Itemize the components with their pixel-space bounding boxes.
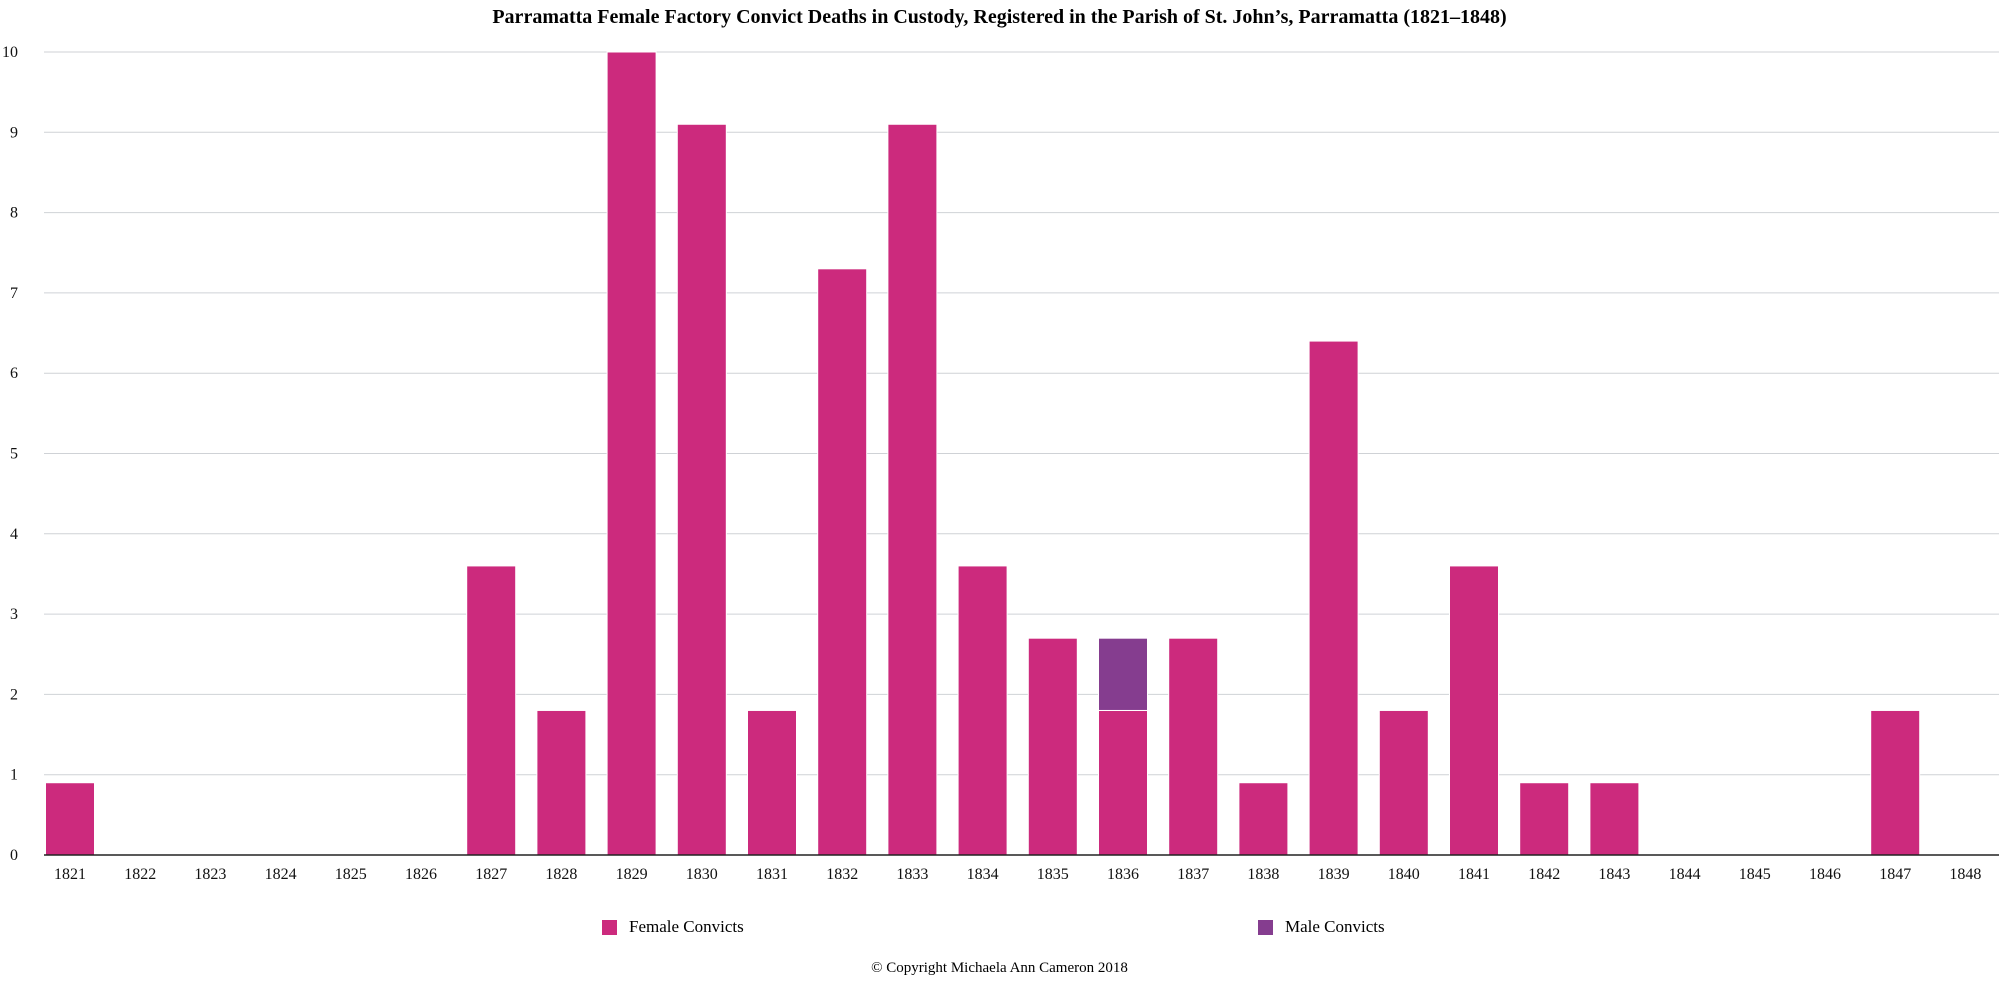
- x-tick-label: 1831: [756, 866, 788, 883]
- y-tick-label: 9: [10, 124, 18, 141]
- gridlines: [44, 51, 1999, 776]
- x-tick-label: 1838: [1247, 866, 1279, 883]
- bar-female-1834: [957, 565, 1008, 856]
- x-tick-label: 1839: [1318, 866, 1350, 883]
- y-tick-label: 6: [10, 365, 18, 382]
- bar-female-1840: [1378, 709, 1429, 856]
- x-tick-label: 1841: [1458, 866, 1490, 883]
- y-tick-label: 4: [10, 526, 18, 543]
- x-tick-label: 1827: [475, 866, 507, 883]
- legend-male-label: Male Convicts: [1285, 917, 1385, 936]
- y-tick-label: 7: [10, 285, 18, 302]
- x-tick-label: 1846: [1809, 866, 1841, 883]
- bar-male-1836: [1098, 637, 1148, 711]
- legend-female: Female Convicts: [602, 917, 744, 937]
- y-tick-label: 1: [10, 767, 18, 784]
- x-tick-label: 1840: [1388, 866, 1420, 883]
- bar-female-1832: [817, 268, 868, 856]
- female-swatch: [602, 919, 617, 935]
- y-tick-label: 5: [10, 446, 18, 463]
- bar-female-1837: [1168, 637, 1219, 856]
- bar-female-1836: [1098, 709, 1148, 856]
- bar-female-1847: [1870, 709, 1921, 856]
- x-tick-label: 1832: [826, 866, 858, 883]
- y-axis-ticks: 0 1 2 3 4 5 6 7 8 9 10: [2, 44, 18, 864]
- x-tick-label: 1837: [1177, 866, 1209, 883]
- x-tick-label: 1835: [1037, 866, 1069, 883]
- x-tick-label: 1845: [1739, 866, 1771, 883]
- x-tick-label: 1826: [405, 866, 437, 883]
- bar-female-1835: [1027, 637, 1078, 856]
- y-tick-label: 0: [10, 847, 18, 864]
- bar-female-1821: [45, 782, 95, 856]
- x-tick-label: 1829: [616, 866, 648, 883]
- x-tick-label: 1847: [1879, 866, 1911, 883]
- x-tick-label: 1824: [265, 866, 297, 883]
- bar-female-1831: [747, 709, 797, 856]
- x-tick-label: 1833: [896, 866, 928, 883]
- bar-female-1833: [887, 123, 938, 856]
- copyright: © Copyright Michaela Ann Cameron 2018: [871, 960, 1128, 976]
- x-axis-ticks: 1821 1822 1823 1824 1825 1826 1827 1828 1829 1830…: [54, 866, 1981, 883]
- bar-female-1828: [536, 709, 587, 856]
- x-tick-label: 1830: [686, 866, 718, 883]
- bars: [45, 51, 1921, 856]
- bar-female-1827: [466, 565, 517, 856]
- y-tick-label: 2: [10, 686, 18, 703]
- bar-female-1829: [606, 51, 657, 856]
- bar-female-1842: [1519, 782, 1570, 856]
- x-tick-label: 1842: [1528, 866, 1560, 883]
- bar-female-1843: [1589, 782, 1640, 856]
- y-tick-label: 8: [10, 205, 18, 222]
- x-tick-label: 1823: [194, 866, 226, 883]
- x-tick-label: 1834: [967, 866, 999, 883]
- x-tick-label: 1836: [1107, 866, 1139, 883]
- x-tick-label: 1821: [54, 866, 86, 883]
- y-tick-label: 3: [10, 606, 18, 623]
- bar-female-1841: [1449, 565, 1499, 856]
- male-swatch: [1258, 919, 1273, 935]
- chart-title: Parramatta Female Factory Convict Deaths…: [492, 6, 1507, 28]
- y-tick-label: 10: [2, 44, 18, 61]
- bar-female-1830: [676, 123, 727, 856]
- x-tick-label: 1822: [124, 866, 156, 883]
- x-tick-label: 1844: [1669, 866, 1701, 883]
- legend-female-label: Female Convicts: [629, 917, 744, 936]
- x-tick-label: 1848: [1949, 866, 1981, 883]
- legend-male: Male Convicts: [1258, 917, 1385, 937]
- x-tick-label: 1825: [335, 866, 367, 883]
- x-tick-label: 1843: [1598, 866, 1630, 883]
- bar-female-1839: [1308, 340, 1359, 856]
- bar-female-1838: [1238, 782, 1289, 856]
- x-tick-label: 1828: [545, 866, 577, 883]
